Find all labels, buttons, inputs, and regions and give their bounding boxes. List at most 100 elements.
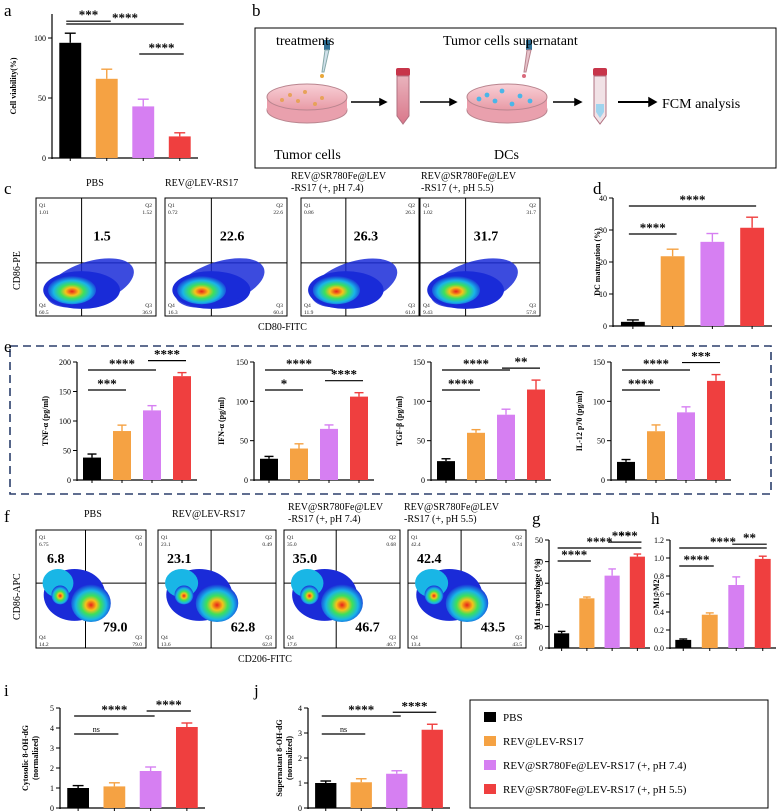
quadrant-name: Q4 [39,303,46,309]
sig-label: **** [101,702,127,717]
quadrant-name: Q2 [145,203,152,209]
quadrant-value: 57.8 [526,310,536,316]
c-header-1: PBS [86,178,104,189]
legend-swatch-3 [484,784,496,794]
y-tick-label: 3 [298,729,302,738]
sig-label: **** [684,552,710,567]
y-tick-label: 150 [593,358,605,367]
bar-2 [386,773,408,808]
c-header-2: REV@LEV-RS17 [165,178,238,189]
y-tick-label: 0 [601,476,605,485]
quadrant-name: Q4 [304,303,311,309]
quadrant-value: 62.8 [262,642,272,648]
sig-label: ** [743,530,756,545]
bar-0 [437,461,455,480]
y-axis-label: IL-12 p70 (pg/ml) [575,390,584,451]
label-treatments: treatments [276,34,334,49]
y-tick-label: 0.0 [654,644,664,653]
bar-0 [83,457,101,480]
quadrant-value: 0.86 [304,210,314,216]
q3-percent: 79.0 [103,620,128,635]
bar-3 [754,558,771,648]
tube-icon [593,68,607,125]
sig-label: **** [331,367,357,382]
y-tick-label: 1.2 [654,536,664,545]
y-tick-label: 50 [597,437,605,446]
bar-2 [728,585,745,648]
y-tick-label: 0 [298,804,302,812]
sig-label: **** [640,220,666,235]
sig-label: **** [112,10,138,25]
panel-b-schematic: treatments Tumor cells supernatant Tumor… [254,27,777,169]
quadrant-value: 14.2 [39,642,49,648]
density-core [195,584,239,623]
quadrant-name: Q2 [529,203,536,209]
y-tick-label: 0.6 [654,590,664,599]
y-axis-label-line: DC maturation (%) [593,228,602,296]
y-tick-label: 4 [298,704,302,713]
density-core [312,275,360,305]
quadrant-name: Q4 [287,635,294,641]
chart-h: 0.00.20.40.60.81.01.2M1 / M2********** [652,530,776,653]
bar-1 [660,256,685,326]
quadrant-value: 13.4 [411,642,421,648]
sig-label: *** [691,349,711,364]
q2-percent: 1.5 [93,229,111,244]
sig-label: *** [79,7,99,22]
f-yaxis: CD86-APC [12,573,23,620]
q1-percent: 35.0 [293,552,318,567]
legend-label-3: REV@SR780Fe@LEV-RS17 (+, pH 5.5) [503,784,687,796]
quadrant-value: 1.02 [423,210,433,216]
quadrant-name: Q1 [161,535,168,541]
y-tick-label: 2 [298,754,302,763]
q2-percent: 26.3 [354,229,379,244]
quadrant-name: Q2 [389,535,396,541]
y-axis-label: TNF-α (pg/ml) [41,396,50,446]
bar-2 [604,575,620,648]
panel-letter-i: i [4,681,9,700]
y-axis-label: TGF-β (pg/ml) [395,396,404,447]
quadrant-name: Q2 [408,203,415,209]
quadrant-name: Q1 [411,535,418,541]
quadrant-name: Q2 [265,535,272,541]
bar-2 [677,412,695,480]
y-axis-label: DC maturation (%) [593,228,602,296]
quadrant-name: Q3 [389,635,396,641]
tumor-dish-illustration [266,83,348,124]
quadrant-value: 9.43 [423,310,433,316]
f-header-3a: REV@SR780Fe@LEV [288,502,384,513]
c-xaxis: CD80-FITC [258,322,307,333]
bar-1 [350,782,372,808]
quadrant-value: 60.4 [273,310,283,316]
quadrant-value: 36.9 [142,310,152,316]
bar-2 [497,414,515,480]
density-core-2 [424,585,444,605]
label-tumor-cells: Tumor cells [274,148,341,163]
y-tick-label: 10 [535,622,543,631]
c-header-4a: REV@SR780Fe@LEV [421,171,517,182]
q3-percent: 46.7 [355,620,380,635]
y-tick-label: 1 [50,784,54,793]
legend-label-1: REV@LEV-RS17 [503,736,584,748]
bar-1 [467,432,485,480]
sig-label: * [281,376,288,391]
y-axis-label: IFN-α (pg/ml) [217,397,226,445]
y-axis-label: Supernatant 8-OH-dG(normalized) [275,719,294,796]
y-tick-label: 100 [593,397,605,406]
flow-arrows [351,96,658,108]
bar-0 [67,788,89,808]
bar-1 [290,448,308,480]
dropper-icon [522,40,532,78]
quadrant-name: Q3 [515,635,522,641]
quadrant-value: 42.4 [411,542,421,548]
tube-icon [396,68,410,125]
y-tick-label: 40 [599,194,607,203]
y-tick-label: 150 [236,358,248,367]
density-core [321,584,363,623]
y-axis-label-line: M1 macrophage (%) [533,558,542,629]
